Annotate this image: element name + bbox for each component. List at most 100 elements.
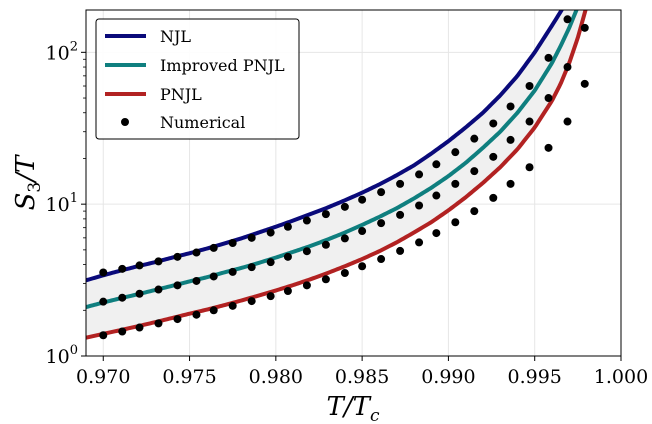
numerical-point [154,319,163,328]
y-tick-label: 101 [46,191,78,216]
numerical-point [525,163,534,172]
numerical-point [266,292,275,301]
numerical-point [358,262,367,271]
x-tick-label: 0.990 [421,366,475,388]
x-axis-label-main: T/T [327,392,372,422]
shaded-band [86,10,586,338]
numerical-point [396,210,405,219]
numerical-point [432,229,441,238]
numerical-point [247,263,256,272]
numerical-point [302,281,311,290]
y-tick-exponent: 1 [70,191,78,206]
numerical-point [99,268,108,277]
y-axis-label-sub: 3 [25,182,45,193]
numerical-point [580,23,589,32]
numerical-point [173,315,182,324]
numerical-point [580,79,589,88]
numerical-point [415,201,424,210]
numerical-point [99,297,108,306]
numerical-point [415,238,424,247]
series-line-njl [86,10,564,283]
numerical-point [135,289,144,298]
numerical-point [192,310,201,319]
numerical-point [506,135,515,144]
numerical-point [283,252,292,261]
numerical-point [266,228,275,237]
numerical-point [209,272,218,281]
series-lines [86,10,588,340]
x-tick-label: 0.995 [508,366,562,388]
y-tick-label: 100 [46,343,78,368]
numerical-point [118,264,127,273]
numerical-point [358,227,367,236]
legend: NJL Improved PNJL PNJL Numerical [95,18,300,140]
numerical-point [489,152,498,161]
numerical-point [228,267,237,276]
numerical-point [118,293,127,302]
x-tick-label: 0.985 [335,366,389,388]
numerical-point [135,323,144,332]
numerical-point [247,233,256,242]
x-tick-label: 0.975 [162,366,216,388]
x-tick-label: 0.970 [76,366,130,388]
numerical-point [321,240,330,249]
numerical-point [283,222,292,231]
numerical-point [154,257,163,266]
legend-label-pnjl: PNJL [160,85,202,104]
numerical-point [377,188,386,197]
numerical-point [377,255,386,264]
numerical-point [563,15,572,24]
numerical-point [340,202,349,211]
x-axis-label-sub: c [370,406,380,424]
y-axis-label-s: S [11,193,41,211]
x-axis-label: T/Tc [327,392,380,424]
numerical-point [135,261,144,270]
numerical-point [283,286,292,295]
numerical-point [340,234,349,243]
numerical-point [340,269,349,278]
plot-frame [85,9,622,357]
numerical-point [470,134,479,143]
numerical-point [506,179,515,188]
numerical-point [321,210,330,219]
numerical-point [525,82,534,91]
y-tick-label: 102 [46,39,78,64]
numerical-point [302,216,311,225]
legend-box [95,18,300,140]
y-axis-label: S3/T [11,154,45,210]
numerical-point [173,281,182,290]
numerical-point [247,297,256,306]
numerical-point [544,94,553,103]
numerical-point [266,258,275,267]
numerical-point [192,276,201,285]
numerical-point [228,301,237,310]
y-tick-base: 10 [46,194,70,216]
legend-label-improved-pnjl: Improved PNJL [160,56,285,75]
numerical-point [489,193,498,202]
numerical-point [209,243,218,252]
numerical-point [154,285,163,294]
numerical-point [302,247,311,256]
numerical-point [432,160,441,169]
numerical-point [173,252,182,261]
legend-marker-numerical [121,118,129,126]
legend-label-njl: NJL [160,27,191,46]
numerical-point [563,63,572,72]
y-tick-base: 10 [46,42,70,64]
numerical-point [544,53,553,62]
numerical-point [396,179,405,188]
numerical-point [377,219,386,228]
y-tick-exponent: 0 [70,343,78,358]
legend-label-numerical: Numerical [160,113,245,132]
x-tick-label: 0.980 [249,366,303,388]
numerical-point [358,195,367,204]
numerical-point [506,102,515,111]
numerical-point [470,167,479,176]
numerical-point [525,117,534,126]
numerical-point [228,238,237,247]
series-line-improved-pnjl [86,10,579,310]
y-tick-exponent: 2 [70,39,78,54]
numerical-point [432,191,441,200]
